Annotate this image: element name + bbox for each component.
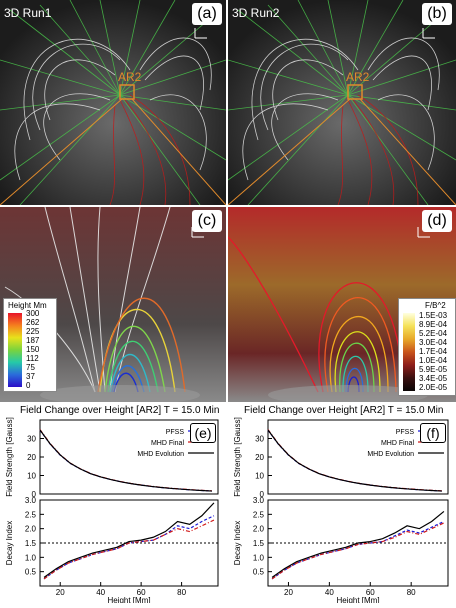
colorbar-height-tick: 187 — [26, 336, 40, 345]
colorbar-fb2-tick: 5.9E-05 — [419, 365, 448, 374]
x-axis-label: Height [Mm] — [336, 596, 379, 603]
colorbar-height-gradient — [8, 313, 22, 387]
colorbar-height-tick: 300 — [26, 309, 40, 318]
panel-tag-b: (b) — [422, 3, 452, 25]
colorbar-fb2-tick: 8.9E-04 — [419, 320, 448, 329]
panel-d-fb2-fieldlines: F/B^2 1.5E-03 8.9E-04 5.2E-04 3.0E-04 1.… — [228, 207, 456, 402]
panel-tag-c: (c) — [192, 210, 222, 232]
x-tick-label: 60 — [366, 588, 375, 597]
run-label-b: 3D Run2 — [232, 6, 280, 20]
chart-svg: 0 10 20 30 Field Strength [Gauss] PFSS MHD Fin… — [5, 417, 219, 605]
chart-panel-e: 0 10 20 30 Field Strength [Gauss] PFSS MHD Fin… — [0, 416, 226, 605]
y-tick-label: 0.5 — [253, 568, 265, 577]
legend-label: MHD Evolution — [137, 451, 184, 458]
panel-a-3d-run1: 3D Run1 AR2 (a) — [0, 0, 226, 205]
x-tick-label: 80 — [177, 588, 186, 597]
x-tick-label: 60 — [137, 588, 146, 597]
y-tick-label: 1.5 — [25, 539, 37, 548]
y-tick-label: 3.0 — [253, 496, 265, 505]
plot-title-left: Field Change over Height [AR2] T = 15.0 … — [20, 405, 220, 416]
series-line — [43, 502, 215, 578]
colorbar-height-tick: 75 — [26, 363, 35, 372]
colorbar-fb2-tick: 1.0E-04 — [419, 356, 448, 365]
colorbar-fb2: F/B^2 1.5E-03 8.9E-04 5.2E-04 3.0E-04 1.… — [398, 298, 456, 396]
legend-label: PFSS — [396, 429, 415, 436]
chart-svg: 0 10 20 30 Field Strength [Gauss] PFSS MHD Fin… — [233, 417, 449, 605]
y-tick-label: 2.5 — [253, 510, 265, 519]
colorbar-fb2-gradient — [403, 313, 415, 391]
legend-label: MHD Final — [381, 440, 415, 447]
series-line — [267, 429, 442, 492]
panel-b-3d-run2: 3D Run2 AR2 (b) — [228, 0, 456, 205]
colorbar-height-tick: 262 — [26, 318, 40, 327]
y-tick-label: 1.0 — [25, 553, 37, 562]
colorbar-fb2-tick: 3.4E-05 — [419, 374, 448, 383]
legend-label: MHD Evolution — [367, 451, 414, 458]
ar-label-b: AR2 — [346, 70, 370, 84]
y-tick-label: 30 — [27, 435, 36, 444]
colorbar-fb2-tick: 1.5E-03 — [419, 311, 448, 320]
series-line — [271, 511, 445, 578]
plot-title-right: Field Change over Height [AR2] T = 15.0 … — [244, 405, 444, 416]
y-axis-label: Field Strength [Gauss] — [5, 417, 14, 497]
y-axis-label: Field Strength [Gauss] — [233, 417, 242, 497]
y-tick-label: 1.0 — [253, 553, 265, 562]
colorbar-height-tick: 112 — [26, 354, 39, 363]
field-strength-plot-frame — [39, 419, 219, 495]
panel-tag: (e) — [190, 423, 216, 443]
colorbar-fb2-tick: 5.2E-04 — [419, 329, 448, 338]
y-axis-label: Decay Index — [5, 521, 14, 565]
panel-tag-d: (d) — [422, 210, 452, 232]
y-tick-label: 30 — [255, 435, 264, 444]
chart-panel-f: 0 10 20 30 Field Strength [Gauss] PFSS MHD Fin… — [228, 416, 456, 605]
y-tick-label: 2.0 — [25, 525, 37, 534]
x-tick-label: 80 — [407, 588, 416, 597]
colorbar-height-tick: 37 — [26, 372, 35, 381]
legend-label: MHD Final — [151, 440, 185, 447]
colorbar-height: Height Mm 300 262 225 187 150 112 75 37 … — [3, 298, 57, 392]
y-tick-label: 20 — [255, 453, 264, 462]
y-axis-label: Decay Index — [233, 521, 242, 565]
y-tick-label: 1.5 — [253, 539, 265, 548]
series-line — [43, 519, 215, 580]
y-tick-label: 10 — [27, 472, 36, 481]
colorbar-height-tick: 0 — [26, 381, 31, 390]
colorbar-fb2-tick: 3.0E-04 — [419, 338, 448, 347]
y-tick-label: 10 — [255, 472, 264, 481]
y-tick-label: 0 — [260, 490, 265, 499]
panel-tag-a: (a) — [192, 3, 222, 25]
series-line — [39, 429, 212, 492]
y-tick-label: 3.0 — [25, 496, 37, 505]
x-tick-label: 20 — [284, 588, 293, 597]
legend-label: PFSS — [166, 429, 185, 436]
colorbar-fb2-tick: 2.0E-05 — [419, 383, 448, 392]
y-tick-label: 2.0 — [253, 525, 265, 534]
colorbar-height-tick: 150 — [26, 345, 40, 354]
x-tick-label: 40 — [325, 588, 334, 597]
colorbar-fb2-tick: 1.7E-04 — [419, 347, 448, 356]
panel-tag: (f) — [420, 423, 446, 443]
series-line — [271, 522, 445, 580]
panel-a-fieldlines — [0, 0, 226, 205]
y-tick-label: 0 — [32, 490, 37, 499]
panel-b-fieldlines — [228, 0, 456, 205]
y-tick-label: 20 — [27, 453, 36, 462]
colorbar-height-title: Height Mm — [8, 301, 47, 310]
y-tick-label: 0.5 — [25, 568, 37, 577]
run-label-a: 3D Run1 — [4, 6, 52, 20]
colorbar-fb2-title: F/B^2 — [425, 301, 446, 310]
x-tick-label: 20 — [56, 588, 65, 597]
panel-c-height-fieldlines: Height Mm 300 262 225 187 150 112 75 37 … — [0, 207, 226, 402]
x-axis-label: Height [Mm] — [107, 596, 150, 603]
ar-label-a: AR2 — [118, 70, 142, 84]
x-tick-label: 40 — [96, 588, 105, 597]
colorbar-height-tick: 225 — [26, 327, 40, 336]
y-tick-label: 2.5 — [25, 510, 37, 519]
